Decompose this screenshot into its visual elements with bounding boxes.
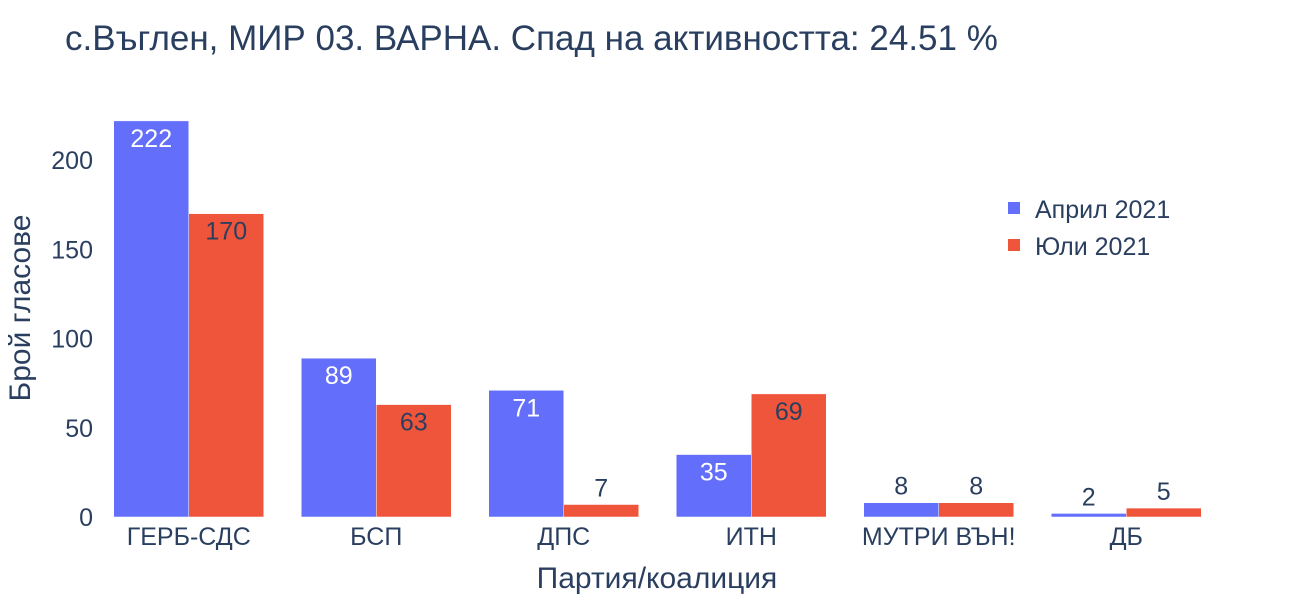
bar-value-label: 89 [325, 362, 353, 390]
bar-value-label: 5 [1157, 478, 1171, 506]
x-tick-label: ДБ [1110, 523, 1143, 551]
bar-july-5[interactable] [1126, 507, 1202, 518]
bar-value-label: 8 [969, 473, 983, 501]
bar-july-2[interactable] [563, 504, 639, 518]
x-tick-label: МУТРИ ВЪН! [862, 523, 1016, 551]
y-tick-label: 200 [51, 147, 93, 175]
x-axis: ГЕРБ-СДС БСП ДПС ИТН МУТРИ ВЪН! ДБ [127, 523, 1143, 551]
bar-value-label: 2 [1082, 483, 1096, 511]
bar-value-label: 35 [700, 459, 728, 487]
bar-july-1[interactable] [376, 404, 452, 518]
bar-value-label: 8 [894, 473, 908, 501]
bar-april-5[interactable] [1051, 513, 1127, 518]
x-tick-label: БСП [350, 523, 402, 551]
bar-april-3[interactable] [676, 454, 752, 518]
bar-april-4[interactable] [863, 502, 939, 518]
legend-label[interactable]: Юли 2021 [1035, 233, 1150, 261]
bar-value-label: 170 [205, 218, 247, 246]
plot-area: 222 170 89 63 71 7 35 69 8 8 2 5 [113, 120, 1202, 518]
y-axis: 0 50 100 150 200 [51, 147, 93, 532]
y-tick-label: 100 [51, 326, 93, 354]
bar-july-4[interactable] [938, 502, 1014, 518]
y-tick-label: 0 [79, 504, 93, 532]
x-tick-label: ИТН [726, 523, 777, 551]
bar-value-label: 63 [400, 409, 428, 437]
x-tick-label: ДПС [537, 523, 590, 551]
legend-label[interactable]: Април 2021 [1035, 196, 1170, 224]
y-axis-title: Брой гласове [4, 215, 37, 402]
bar-july-0[interactable] [188, 213, 264, 518]
legend-swatch[interactable] [1008, 239, 1020, 251]
bar-value-label: 222 [130, 125, 172, 153]
bar-value-label: 69 [775, 398, 803, 426]
bar-april-2[interactable] [488, 390, 564, 518]
x-tick-label: ГЕРБ-СДС [127, 523, 251, 551]
bar-july-3[interactable] [751, 393, 827, 518]
chart-title: с.Въглен, МИР 03. ВАРНА. Спад на активно… [65, 19, 998, 58]
y-tick-label: 50 [65, 415, 93, 443]
bar-value-label: 7 [594, 475, 608, 503]
x-axis-title: Партия/коалиция [537, 562, 778, 595]
legend[interactable]: Април 2021 Юли 2021 [1008, 196, 1170, 261]
bar-value-label: 71 [512, 394, 540, 422]
legend-swatch[interactable] [1008, 202, 1020, 214]
bar-april-0[interactable] [113, 120, 189, 518]
y-tick-label: 150 [51, 236, 93, 264]
bar-april-1[interactable] [301, 357, 377, 518]
